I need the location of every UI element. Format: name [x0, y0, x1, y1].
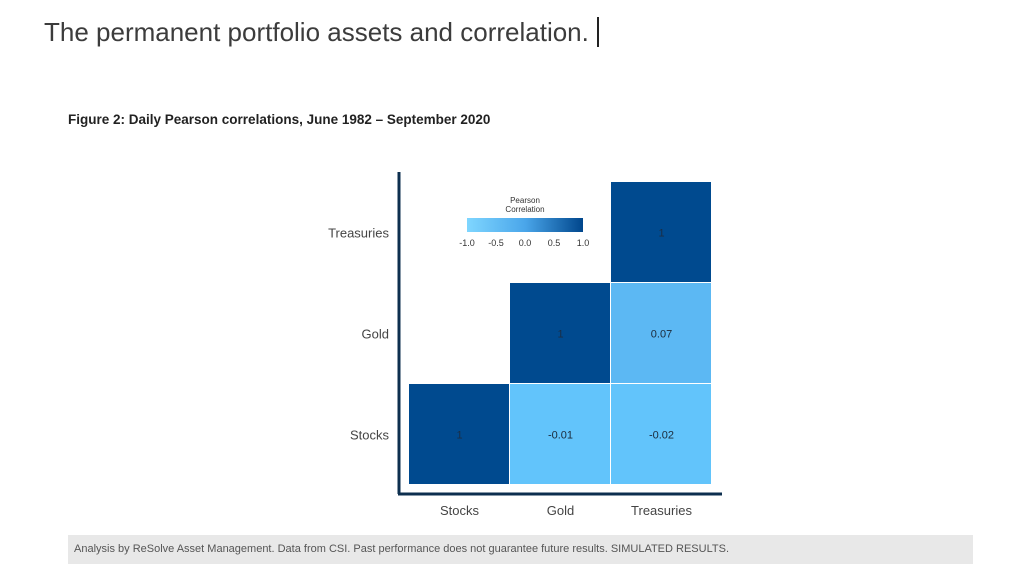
cell-gold-gold-label: 1: [557, 329, 563, 341]
x-tick-label-gold: Gold: [547, 503, 574, 518]
cell-treasuries-stocks: [611, 384, 711, 484]
cell-stocks-stocks-label: 1: [456, 430, 462, 442]
legend-tick--1_0: -1.0: [459, 238, 475, 248]
legend-color-bar: [467, 218, 583, 232]
cell-gold-stocks: [510, 384, 610, 484]
figure-title: Figure 2: Daily Pearson correlations, Ju…: [68, 112, 491, 127]
legend-tick--0_5: -0.5: [488, 238, 504, 248]
footnote-text: Analysis by ReSolve Asset Management. Da…: [74, 543, 729, 555]
heading-text: The permanent portfolio assets and corre…: [44, 17, 589, 47]
y-tick-label-gold: Gold: [362, 327, 389, 342]
footnote-bar: Analysis by ReSolve Asset Management. Da…: [68, 535, 973, 564]
cell-treasuries-stocks-label: -0.02: [649, 430, 674, 442]
y-tick-label-stocks: Stocks: [350, 428, 390, 443]
cell-treasuries-treasuries-label: 1: [658, 228, 664, 240]
page-heading: The permanent portfolio assets and corre…: [44, 14, 599, 50]
cell-gold-gold: [510, 283, 610, 383]
y-tick-label-treasuries: Treasuries: [328, 226, 389, 241]
legend-title-line2: Correlation: [505, 205, 544, 214]
x-tick-label-stocks: Stocks: [440, 503, 480, 518]
cell-treasuries-gold-label: 0.07: [651, 329, 672, 341]
legend-tick-0_0: 0.0: [519, 238, 532, 248]
color-legend: Pearson Correlation -1.0 -0.5 0.0 0.5 1.0: [459, 196, 589, 248]
legend-tick-0_5: 0.5: [548, 238, 561, 248]
legend-tick-1_0: 1.0: [577, 238, 590, 248]
text-cursor: [596, 17, 599, 47]
cell-treasuries-gold: [611, 283, 711, 383]
cell-stocks-stocks: [409, 384, 509, 484]
legend-title-line1: Pearson: [510, 196, 540, 205]
x-tick-label-treasuries: Treasuries: [631, 503, 692, 518]
cell-gold-stocks-label: -0.01: [548, 430, 573, 442]
cell-treasuries-treasuries: [611, 182, 711, 282]
